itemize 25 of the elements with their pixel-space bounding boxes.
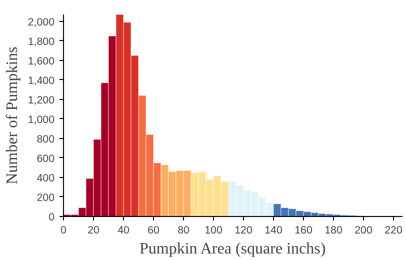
x-tick-label: 160	[294, 224, 312, 236]
x-tick-label: 120	[234, 224, 252, 236]
y-tick-label: 1,200	[28, 94, 55, 106]
y-tick-label: 2,000	[28, 16, 55, 28]
y-tick-label: 600	[36, 152, 55, 165]
y-tick-label: 0	[48, 212, 55, 224]
x-tick-label: 0	[60, 224, 67, 236]
x-tick-label: 180	[324, 224, 342, 236]
y-axis-title: Number of Pumpkins	[4, 46, 21, 184]
y-tick-label: 400	[36, 172, 55, 184]
y-tick-label: 1,400	[28, 74, 55, 87]
x-axis-title: Pumpkin Area (square inchs)	[139, 240, 326, 258]
y-tick-label: 200	[36, 192, 55, 204]
x-tick-label: 80	[178, 224, 190, 236]
x-tick-label: 220	[384, 224, 402, 236]
y-tick-label: 1,800	[28, 36, 55, 48]
x-tick-label: 40	[118, 224, 130, 236]
x-tick-label: 200	[354, 224, 372, 236]
x-tick-label: 100	[204, 224, 222, 236]
y-tick-label: 1,000	[28, 114, 55, 126]
y-tick-label: 800	[36, 133, 55, 146]
y-tick-label: 1,600	[28, 55, 55, 68]
x-tick-label: 20	[88, 224, 100, 236]
x-tick-label: 140	[264, 224, 282, 236]
x-tick-label: 60	[148, 224, 160, 236]
